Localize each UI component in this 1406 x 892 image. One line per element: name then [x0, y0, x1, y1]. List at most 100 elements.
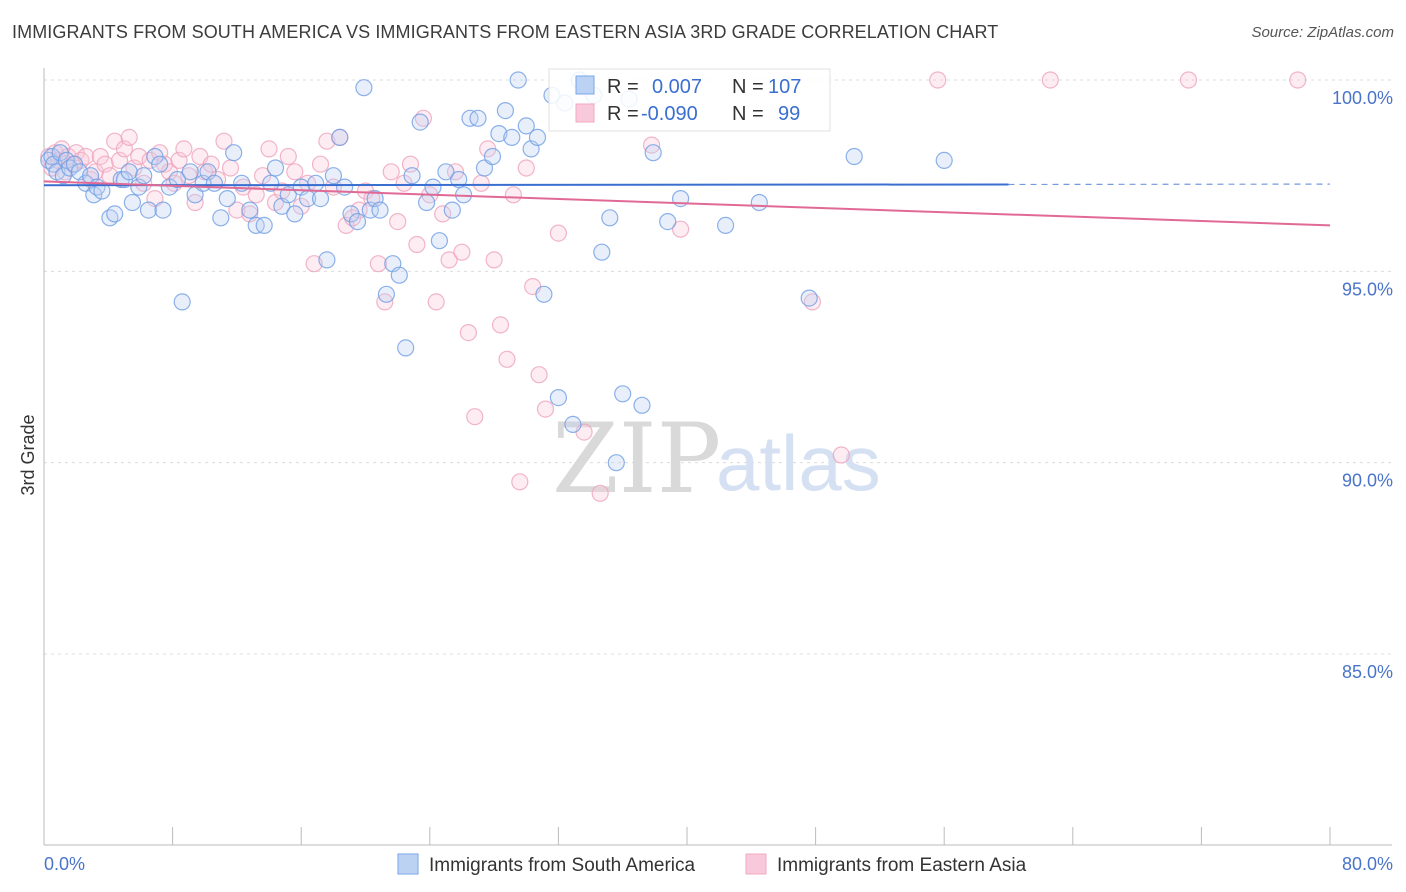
point-eastern-asia: [498, 350, 516, 368]
point-south-america: [139, 201, 158, 219]
legend-label-eastern-asia: Immigrants from Eastern Asia: [777, 855, 1027, 876]
point-south-america: [324, 167, 342, 185]
point-eastern-asia: [408, 235, 426, 254]
point-south-america: [490, 125, 508, 143]
point-south-america: [483, 147, 502, 166]
point-south-america: [377, 285, 395, 303]
point-south-america: [549, 389, 568, 407]
point-south-america: [750, 193, 768, 212]
point-south-america: [181, 163, 199, 181]
point-south-america: [318, 251, 336, 269]
point-eastern-asia: [120, 128, 138, 146]
point-south-america: [424, 178, 442, 196]
y-tick-labels: 100.0% 95.0% 90.0% 85.0%: [1332, 88, 1393, 682]
y-axis-title: 3rd Grade: [18, 414, 38, 495]
point-south-america: [411, 113, 429, 131]
point-south-america: [607, 454, 625, 472]
stats-r-value-eastern-asia: -0.090: [641, 103, 698, 125]
point-south-america: [311, 190, 330, 208]
point-south-america: [517, 117, 535, 135]
point-eastern-asia: [517, 159, 535, 177]
point-south-america: [935, 151, 953, 169]
point-eastern-asia: [434, 205, 452, 223]
point-eastern-asia: [832, 446, 850, 464]
point-south-america: [403, 167, 421, 185]
point-eastern-asia: [1179, 71, 1198, 89]
point-eastern-asia: [504, 186, 523, 204]
point-south-america: [212, 209, 230, 227]
stats-swatch-south-america: [575, 75, 595, 95]
point-eastern-asia: [929, 71, 947, 89]
stats-n-label-eastern-asia: N =: [732, 103, 764, 125]
point-south-america: [450, 170, 468, 189]
point-south-america: [154, 201, 172, 219]
legend-swatch-south-america: [397, 853, 419, 875]
point-eastern-asia: [440, 251, 458, 269]
point-eastern-asia: [389, 213, 407, 231]
point-south-america: [593, 243, 611, 261]
stats-r-value-south-america: 0.007: [652, 76, 702, 98]
trend-line-south-america: [43, 183, 1009, 187]
point-south-america: [503, 128, 521, 146]
watermark-atlas: atlas: [716, 419, 881, 507]
point-south-america: [371, 201, 389, 219]
point-south-america: [644, 144, 662, 162]
point-eastern-asia: [1041, 71, 1059, 89]
legend-label-south-america: Immigrants from South America: [429, 855, 696, 876]
legend: Immigrants from South America Immigrants…: [397, 853, 1027, 876]
point-south-america: [173, 293, 191, 311]
point-eastern-asia: [175, 140, 193, 158]
point-eastern-asia: [221, 159, 240, 177]
point-south-america: [437, 163, 455, 181]
point-eastern-asia: [466, 408, 484, 426]
point-eastern-asia: [215, 132, 233, 150]
point-south-america: [535, 285, 553, 303]
stats-r-label-eastern-asia: R =: [607, 103, 639, 125]
point-south-america: [135, 167, 153, 185]
point-south-america: [800, 289, 818, 307]
point-eastern-asia: [530, 366, 548, 384]
trend-line-eastern-asia: [43, 180, 1331, 227]
y-tick-label: 95.0%: [1342, 279, 1393, 299]
point-eastern-asia: [491, 316, 510, 334]
chart-title: IMMIGRANTS FROM SOUTH AMERICA VS IMMIGRA…: [12, 22, 999, 42]
point-south-america: [845, 147, 863, 166]
point-eastern-asia: [549, 224, 568, 242]
stats-box-frame: [548, 68, 831, 132]
point-south-america: [564, 415, 582, 433]
y-tick-label: 85.0%: [1342, 662, 1393, 682]
point-south-america: [469, 109, 487, 127]
stats-r-label-south-america: R =: [607, 76, 639, 98]
point-south-america: [614, 385, 632, 403]
trend-lines: [43, 180, 1331, 227]
point-south-america: [286, 205, 304, 223]
point-eastern-asia: [536, 400, 555, 418]
stats-swatch-eastern-asia: [575, 103, 595, 123]
point-south-america: [307, 174, 325, 192]
stats-n-value-south-america: 107: [768, 76, 801, 98]
point-eastern-asia: [591, 484, 609, 502]
point-eastern-asia: [453, 243, 471, 261]
point-eastern-asia: [260, 140, 278, 158]
point-south-america: [355, 79, 373, 97]
point-south-america: [168, 170, 186, 189]
point-eastern-asia: [305, 255, 323, 273]
source-label: Source: ZipAtlas.com: [1251, 24, 1394, 41]
point-eastern-asia: [459, 324, 477, 342]
point-eastern-asia: [279, 147, 297, 166]
x-max-label: 80.0%: [1342, 854, 1393, 874]
point-south-america: [633, 396, 651, 414]
point-south-america: [266, 159, 285, 177]
point-south-america: [716, 216, 735, 234]
point-eastern-asia: [247, 186, 265, 204]
point-south-america: [659, 213, 677, 231]
point-south-america: [225, 144, 243, 162]
point-eastern-asia: [318, 132, 336, 150]
point-eastern-asia: [228, 201, 246, 219]
point-south-america: [443, 201, 461, 219]
point-south-america: [509, 71, 527, 89]
legend-swatch-eastern-asia: [745, 853, 767, 875]
gridlines: [44, 79, 1392, 655]
point-south-america: [418, 193, 436, 212]
